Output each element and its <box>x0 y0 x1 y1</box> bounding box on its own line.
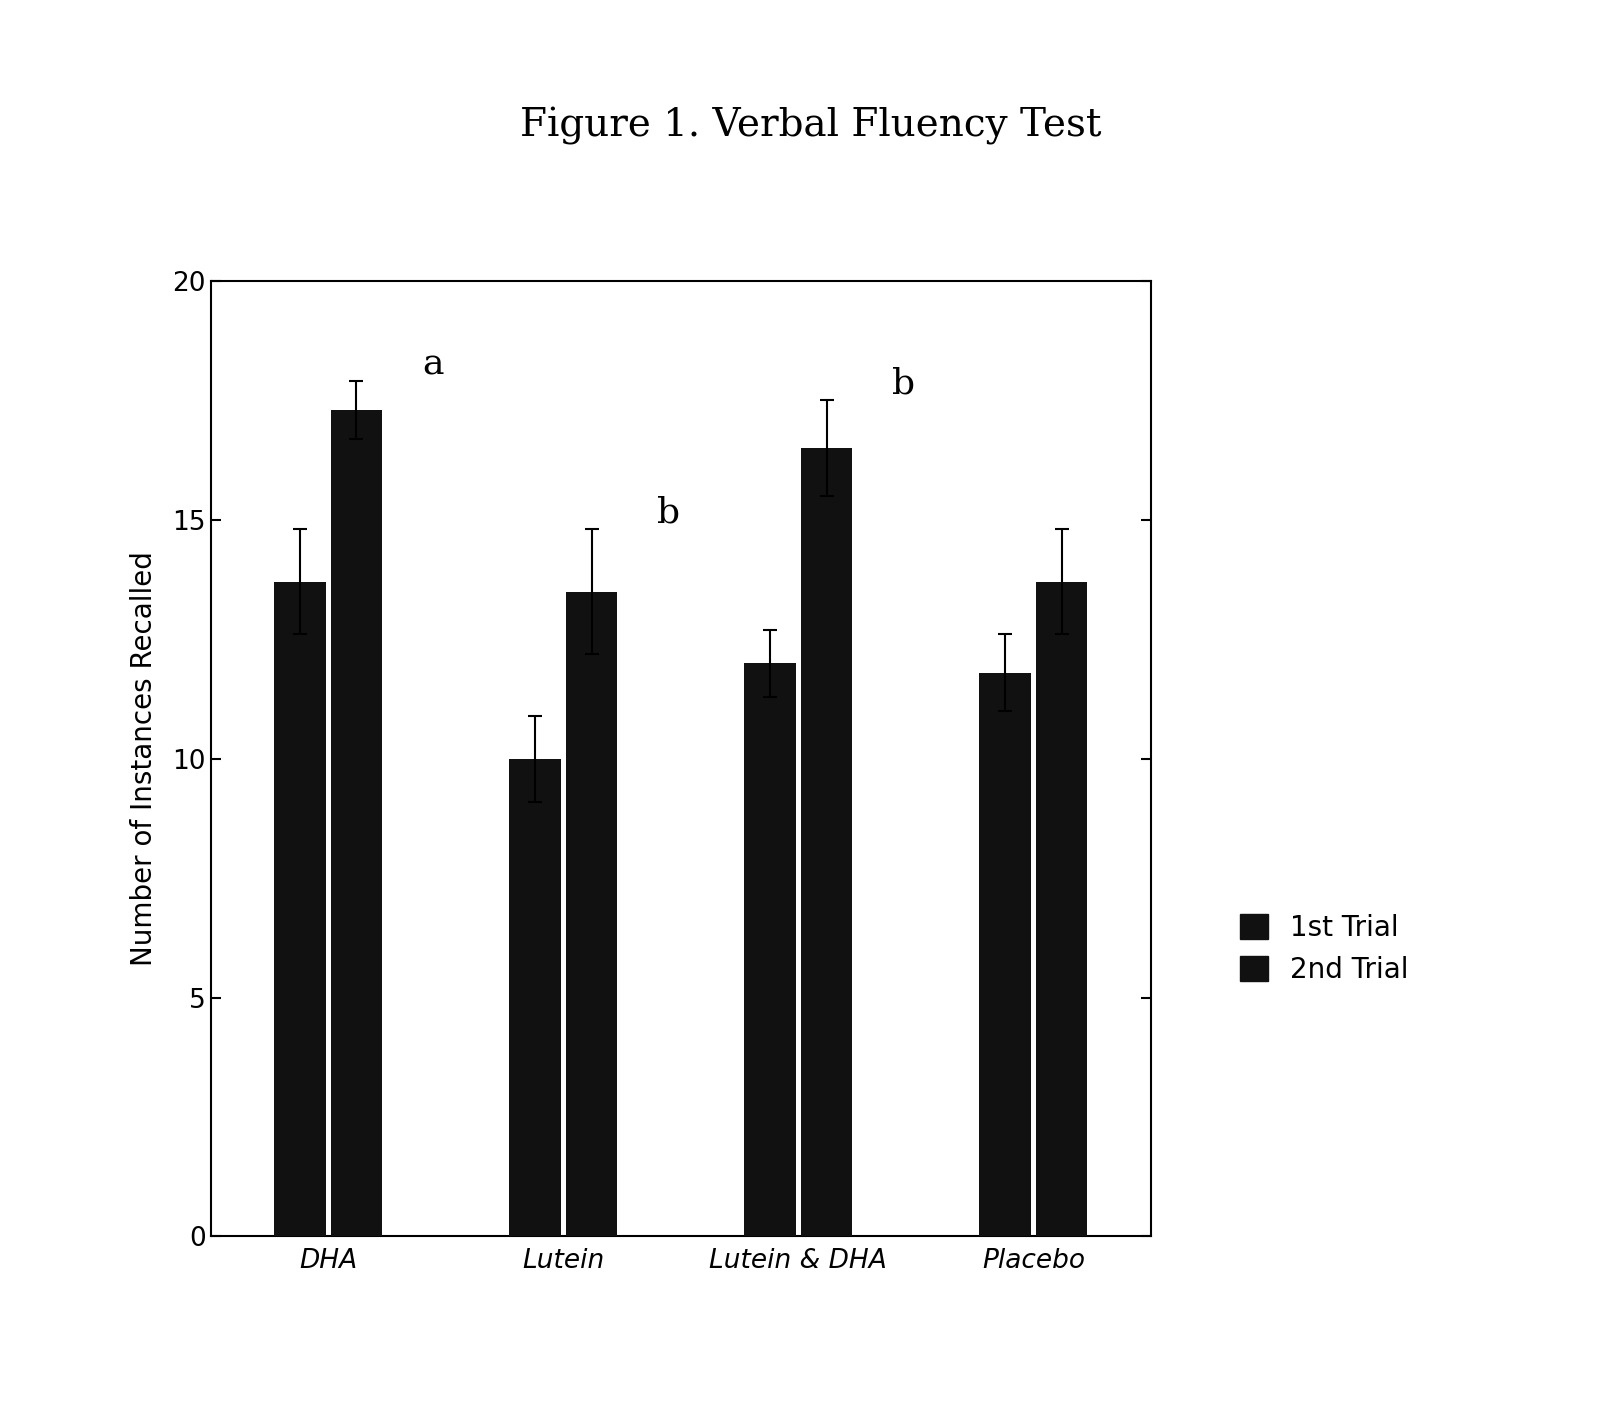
Bar <box>1036 582 1088 1236</box>
Bar <box>801 448 853 1236</box>
Text: a: a <box>421 347 444 381</box>
Bar <box>274 582 326 1236</box>
Legend: 1st Trial, 2nd Trial: 1st Trial, 2nd Trial <box>1240 913 1409 983</box>
Text: b: b <box>892 367 916 400</box>
Bar <box>509 759 561 1236</box>
Text: Figure 1. Verbal Fluency Test: Figure 1. Verbal Fluency Test <box>520 107 1101 146</box>
Bar <box>744 663 796 1236</box>
Text: b: b <box>658 496 681 530</box>
Y-axis label: Number of Instances Recalled: Number of Instances Recalled <box>130 551 159 967</box>
Bar <box>566 592 618 1236</box>
Bar <box>979 673 1031 1236</box>
Bar <box>331 410 383 1236</box>
